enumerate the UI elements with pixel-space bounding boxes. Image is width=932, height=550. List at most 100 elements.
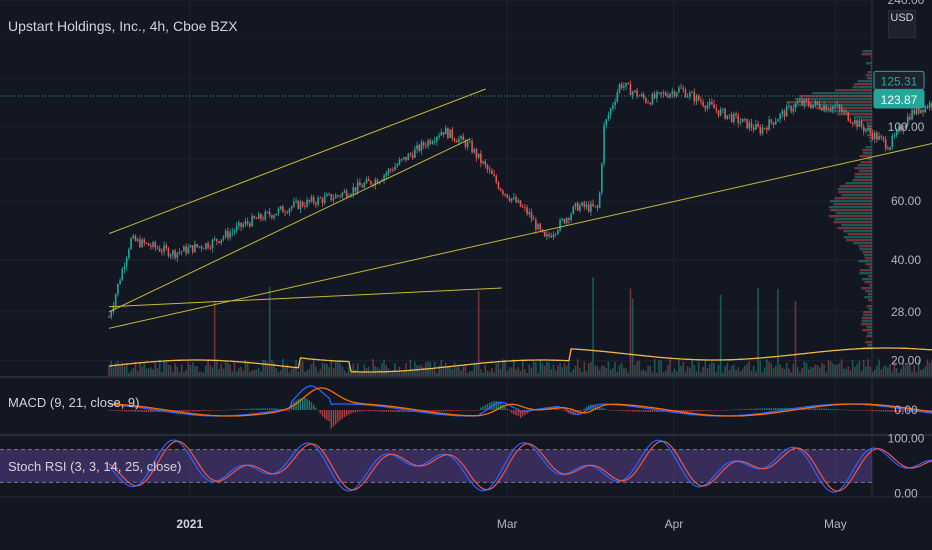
profile-row-155 — [859, 155, 872, 158]
volume-bar-84 — [293, 367, 295, 376]
macd-hist-237 — [629, 410, 632, 412]
volume-bar-205 — [559, 362, 561, 376]
profile-row-242 — [853, 242, 872, 245]
volume-bar-198 — [543, 365, 546, 376]
macd-hist-333 — [840, 409, 843, 411]
candle-body-80 — [284, 212, 286, 214]
volume-bar-115 — [361, 371, 363, 376]
macd-hist-299 — [766, 408, 768, 410]
volume-bar-236 — [627, 372, 630, 376]
volume-bar-59 — [238, 367, 240, 376]
volume-bar-46 — [209, 365, 212, 376]
macd-hist-77 — [277, 408, 280, 410]
candle-body-359 — [898, 126, 900, 131]
volume-bar-21 — [154, 362, 157, 376]
volume-bar-109 — [348, 366, 350, 376]
macd-hist-336 — [847, 409, 849, 411]
macd-hist-272 — [706, 410, 709, 411]
candle-body-358 — [895, 130, 898, 136]
profile-row-320 — [861, 320, 872, 323]
volume-bar-37 — [189, 364, 192, 376]
candle-body-144 — [425, 145, 427, 147]
volume-bar-263 — [686, 366, 689, 376]
candle-body-151 — [440, 132, 443, 136]
profile-row-122 — [866, 122, 872, 125]
macd-hist-10 — [130, 410, 132, 412]
price-axis[interactable]: 240.00 100.00 60.00 40.00 28.00 20.00 125.31 12… — [873, 0, 925, 368]
volume-bar-111 — [352, 363, 355, 376]
macd-hist-260 — [680, 410, 682, 412]
candle-body-309 — [788, 105, 790, 107]
macd-hist-369 — [920, 410, 922, 413]
macd-hist-156 — [451, 410, 453, 412]
candle-body-172 — [486, 165, 489, 170]
macd-hist-130 — [394, 410, 396, 412]
candle-body-35 — [185, 246, 187, 254]
macd-hist-42 — [200, 410, 203, 412]
profile-row-62 — [865, 62, 872, 65]
candle-body-13 — [136, 239, 139, 241]
currency-label[interactable]: USD — [888, 10, 916, 38]
volume-bar-280 — [724, 366, 726, 376]
profile-row-191 — [838, 191, 872, 194]
trendline-channel-upper — [108, 88, 486, 235]
candle-body-344 — [865, 129, 867, 132]
profile-row-167 — [854, 167, 872, 170]
candle-body-367 — [915, 106, 918, 115]
volume-bar-247 — [651, 372, 654, 376]
stoch-tick-label: 0.00 — [894, 486, 918, 500]
macd-hist-241 — [638, 410, 640, 412]
macd-hist-63 — [246, 408, 249, 410]
volume-bar-130 — [394, 363, 396, 376]
stoch-rsi-legend[interactable]: Stoch RSI (3, 3, 14, 25, close) — [8, 459, 182, 474]
volume-bar-192 — [530, 367, 533, 376]
candle-body-307 — [783, 110, 786, 117]
volume-bar-58 — [235, 371, 238, 376]
profile-row-317 — [861, 317, 872, 320]
volume-bar-362 — [904, 365, 907, 376]
volume-bar-75 — [273, 362, 275, 376]
candle-body-220 — [592, 203, 594, 207]
macd-hist-47 — [211, 410, 214, 411]
macd-hist-148 — [433, 410, 436, 412]
volume-bar-213 — [576, 359, 579, 376]
macd-hist-126 — [385, 410, 387, 412]
macd-hist-177 — [497, 401, 500, 410]
profile-row-215 — [828, 215, 872, 218]
trendlines[interactable] — [0, 46, 932, 329]
volume-bar-211 — [572, 369, 575, 376]
macd-hist-35 — [185, 410, 187, 412]
macd-hist-12 — [134, 410, 137, 412]
candle-body-373 — [928, 102, 931, 108]
profile-row-182 — [845, 182, 872, 185]
profile-row-113 — [837, 113, 872, 116]
volume-bar-183 — [510, 367, 513, 376]
candle-body-82 — [288, 208, 291, 213]
volume-bar-228 — [609, 369, 612, 376]
candle-body-321 — [814, 101, 817, 105]
candle-body-39 — [194, 244, 196, 253]
candle-body-320 — [812, 104, 814, 109]
candle-body-1 — [110, 311, 113, 318]
volume-bar-327 — [827, 360, 830, 376]
candle-body-294 — [755, 123, 757, 130]
volume-bar-269 — [700, 372, 702, 376]
candle-body-185 — [515, 197, 517, 203]
candle-body-169 — [480, 153, 482, 163]
volume-bar-134 — [403, 369, 405, 376]
volume-bar-65 — [251, 370, 253, 376]
volume-bar-92 — [310, 364, 313, 376]
volume-bar-320 — [812, 367, 814, 376]
candle-body-360 — [900, 126, 902, 131]
candle-body-58 — [235, 225, 238, 231]
candle-body-148 — [433, 141, 436, 143]
time-axis[interactable]: 2021MarAprMayJunJulAugSep — [176, 517, 932, 531]
volume-bar-299 — [766, 359, 768, 376]
volume-bar-223 — [598, 369, 601, 376]
macd-legend[interactable]: MACD (9, 21, close, 9) — [8, 395, 140, 410]
candle-body-166 — [473, 149, 476, 153]
volume-bar-171 — [484, 365, 487, 376]
volume-bar-86 — [297, 371, 300, 376]
candle-body-326 — [825, 105, 828, 110]
